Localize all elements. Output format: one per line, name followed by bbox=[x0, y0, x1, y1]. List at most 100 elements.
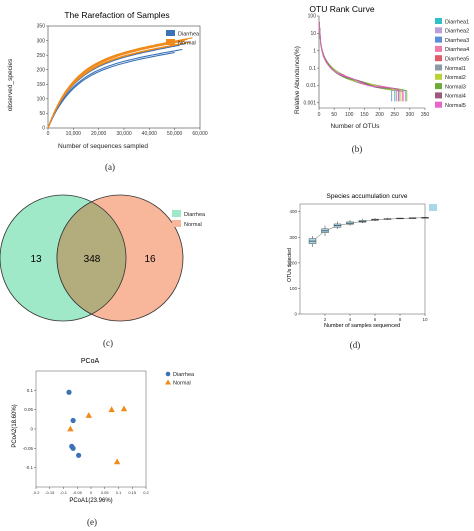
accum-median-line bbox=[312, 217, 426, 242]
rarefaction-series-line bbox=[47, 48, 183, 129]
venn-legend-normal-swatch bbox=[172, 220, 181, 227]
caption-b: (b) bbox=[351, 144, 363, 154]
pcoa-point-diarrhea bbox=[66, 389, 72, 395]
accum-chart: Species accumulation curve OTUs detected… bbox=[287, 193, 437, 329]
pcoa-ytick-label: -0.1 bbox=[25, 465, 33, 470]
pcoa-xlabel: PCoA1(23.96%) bbox=[69, 498, 112, 504]
rank-series-line bbox=[318, 23, 402, 102]
rarefaction-xtick-label: 0 bbox=[47, 131, 50, 137]
rank-legend-swatch bbox=[435, 18, 442, 24]
caption-d: (d) bbox=[349, 340, 361, 350]
rarefaction-title: The Rarefaction of Samples bbox=[64, 10, 169, 20]
caption-a: (a) bbox=[105, 162, 115, 172]
rank-legend-label: Diarrhea2 bbox=[445, 29, 469, 35]
rarefaction-ytick-label: 150 bbox=[37, 82, 46, 88]
rank-ytick-label: 0.01 bbox=[306, 83, 316, 89]
rank-series-line bbox=[318, 22, 396, 102]
accum-ytick-label: 400 bbox=[289, 209, 297, 214]
pcoa-ytick-label: -0.05 bbox=[23, 446, 34, 451]
rank-legend-label: Normal3 bbox=[445, 84, 466, 90]
accum-xtick-label: 4 bbox=[349, 317, 352, 322]
rank-legend-swatch bbox=[435, 83, 442, 90]
rank-xtick-label: 150 bbox=[360, 112, 369, 118]
rank-ytick-label: 10 bbox=[310, 31, 316, 37]
venn-legend-normal-label: Normal bbox=[184, 222, 202, 228]
rank-series-line bbox=[318, 21, 393, 102]
rarefaction-ylabel: observed_species bbox=[7, 58, 14, 111]
rank-ylabel: Relative Abundunce(%) bbox=[294, 46, 301, 114]
venn-panel: 13 348 16 Diarrhea Normal (c) bbox=[0, 190, 237, 355]
rank-xtick-label: 250 bbox=[391, 112, 400, 118]
rank-series-line bbox=[318, 23, 397, 102]
rarefaction-ytick-label: 350 bbox=[37, 24, 46, 30]
pcoa-xtick-label: -0.1 bbox=[60, 490, 68, 495]
pcoa-legend-normal-label: Normal bbox=[173, 381, 191, 387]
rarefaction-ytick-label: 0 bbox=[42, 126, 45, 132]
rank-title: OTU Rank Curve bbox=[309, 4, 374, 14]
pcoa-point-diarrhea bbox=[70, 445, 76, 451]
accum-ytick-label: 100 bbox=[289, 286, 297, 291]
venn-only-normal: 16 bbox=[144, 254, 156, 265]
pcoa-xtick-label: 0.2 bbox=[143, 490, 149, 495]
rank-legend-swatch bbox=[435, 64, 442, 71]
rank-legend-label: Diarrhea3 bbox=[445, 38, 469, 44]
accum-xtick-label: 10 bbox=[422, 317, 428, 322]
rank-ytick-label: 100 bbox=[308, 14, 317, 20]
accum-xtick-label: 8 bbox=[399, 317, 402, 322]
rank-ytick-label: 0.1 bbox=[309, 66, 316, 72]
rank-xtick-label: 50 bbox=[331, 112, 337, 118]
rarefaction-series-line bbox=[47, 51, 175, 129]
caption-c: (c) bbox=[103, 338, 113, 348]
rarefaction-chart: The Rarefaction of Samples observed_spec… bbox=[7, 10, 208, 150]
accum-ylabel: OTUs detected bbox=[287, 248, 293, 282]
venn-overlap bbox=[56, 201, 127, 315]
accum-plot-frame bbox=[299, 203, 426, 315]
accum-panel: Species accumulation curve OTUs detected… bbox=[237, 190, 474, 355]
rarefaction-xtick-label: 50,000 bbox=[167, 131, 183, 137]
rarefaction-ytick-label: 200 bbox=[37, 67, 46, 73]
pcoa-xtick-label: -0.15 bbox=[45, 490, 55, 495]
venn-legend-diarrhea-swatch bbox=[172, 210, 181, 217]
rank-chart: OTU Rank Curve Relative Abundunce(%) Num… bbox=[294, 4, 469, 130]
venn-both: 348 bbox=[84, 254, 101, 265]
rarefaction-legend-label: Normal bbox=[178, 41, 196, 47]
pcoa-xtick-label: -0.05 bbox=[73, 490, 83, 495]
rank-legend-swatch bbox=[435, 36, 442, 43]
rank-series-line bbox=[318, 22, 404, 102]
caption-e: (e) bbox=[87, 517, 97, 527]
rarefaction-xlabel: Number of sequences sampled bbox=[58, 143, 148, 150]
pcoa-legend-normal-marker bbox=[165, 379, 171, 385]
pcoa-point-normal bbox=[120, 405, 128, 412]
accum-corner-swatch bbox=[429, 204, 437, 211]
rank-xlabel: Number of OTUs bbox=[330, 123, 380, 130]
rank-ytick-label: 1 bbox=[313, 48, 316, 54]
rank-panel: OTU Rank Curve Relative Abundunce(%) Num… bbox=[237, 0, 474, 178]
venn-only-diarrhea: 13 bbox=[30, 254, 42, 265]
rank-xtick-label: 200 bbox=[375, 112, 384, 118]
rarefaction-xtick-label: 60,000 bbox=[192, 131, 208, 137]
pcoa-xtick-label: 0.15 bbox=[128, 490, 137, 495]
rank-xtick-label: 300 bbox=[406, 112, 415, 118]
rank-legend-label: Diarrhea5 bbox=[445, 57, 469, 63]
pcoa-ytick-label: 0 bbox=[30, 427, 33, 432]
rarefaction-xtick-label: 30,000 bbox=[116, 131, 132, 137]
rank-xtick-label: 100 bbox=[345, 112, 354, 118]
rarefaction-legend-swatch bbox=[166, 30, 175, 36]
venn-chart: 13 348 16 Diarrhea Normal bbox=[0, 194, 206, 322]
pcoa-panel: PCoA PCoA2(18.60%) PCoA1(23.96%) -0.2 -0.… bbox=[0, 355, 237, 531]
accum-title: Species accumulation curve bbox=[327, 193, 408, 200]
pcoa-point-normal bbox=[67, 425, 74, 432]
pcoa-point-diarrhea bbox=[76, 452, 82, 458]
accum-ytick-label: 0 bbox=[294, 312, 297, 317]
rank-ytick-label: 0.001 bbox=[303, 100, 316, 106]
rank-legend-swatch bbox=[435, 45, 442, 52]
venn-legend-diarrhea-label: Diarrhea bbox=[184, 212, 206, 218]
rarefaction-xtick-label: 40,000 bbox=[142, 131, 158, 137]
pcoa-chart: PCoA PCoA2(18.60%) PCoA1(23.96%) -0.2 -0.… bbox=[12, 358, 195, 504]
rarefaction-ytick-label: 300 bbox=[37, 38, 46, 44]
pcoa-point-diarrhea bbox=[70, 417, 76, 424]
rank-xtick-label: 0 bbox=[318, 112, 321, 118]
accum-ytick-label: 200 bbox=[289, 260, 297, 265]
pcoa-xtick-label: 0.1 bbox=[116, 490, 122, 495]
rank-legend-label: Normal4 bbox=[445, 94, 466, 100]
